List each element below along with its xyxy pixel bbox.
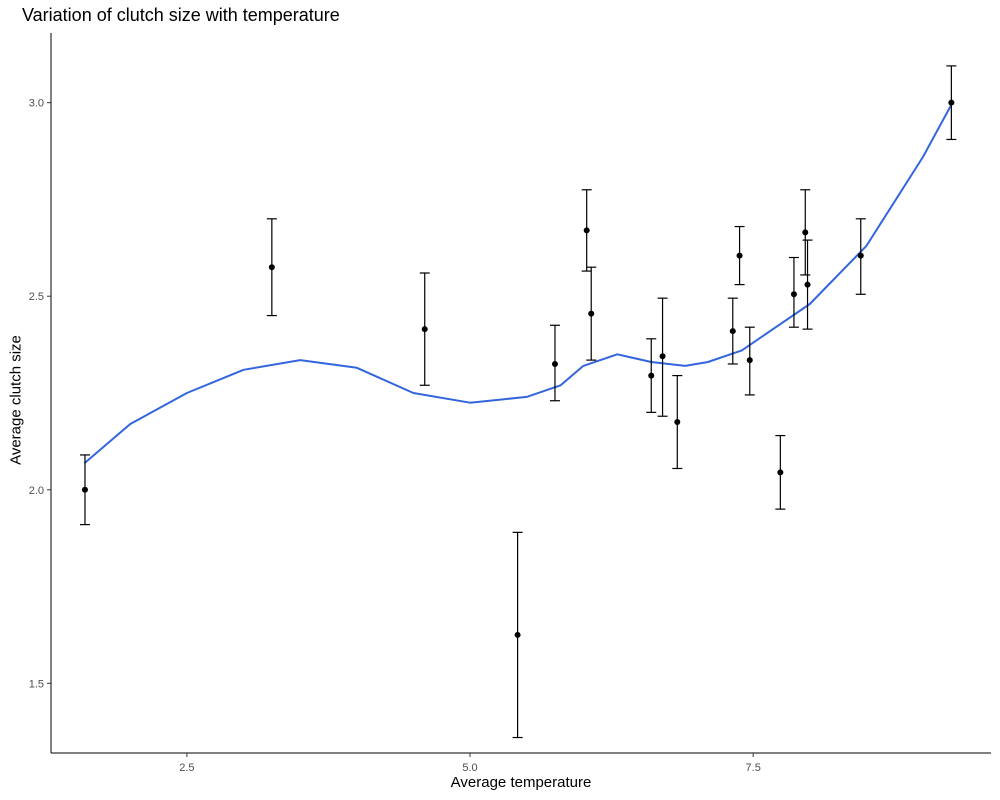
data-point bbox=[514, 631, 521, 638]
chart-title: Variation of clutch size with temperatur… bbox=[22, 5, 340, 25]
data-point bbox=[802, 229, 809, 236]
data-point bbox=[948, 99, 955, 106]
y-tick-label: 3.0 bbox=[29, 98, 44, 110]
data-point bbox=[736, 252, 743, 259]
data-point bbox=[729, 328, 736, 335]
points-layer bbox=[81, 99, 955, 638]
data-point bbox=[648, 372, 655, 379]
data-point bbox=[746, 357, 753, 364]
data-point bbox=[674, 419, 681, 426]
data-point bbox=[81, 486, 88, 493]
data-point bbox=[804, 281, 811, 288]
data-point bbox=[583, 227, 590, 234]
axes-layer: 2.5 5.0 7.5 1.5 2.0 2.5 3.0 bbox=[29, 33, 991, 774]
data-point bbox=[659, 353, 666, 360]
data-point bbox=[551, 360, 558, 367]
x-tick-label: 5.0 bbox=[462, 762, 477, 774]
y-tick-label: 1.5 bbox=[29, 678, 44, 690]
x-axis-label: Average temperature bbox=[450, 774, 592, 791]
y-tick-label: 2.5 bbox=[29, 291, 44, 303]
x-tick-label: 2.5 bbox=[179, 762, 194, 774]
data-point bbox=[268, 264, 275, 271]
data-point bbox=[588, 310, 595, 317]
smooth-trend-line bbox=[84, 103, 953, 464]
x-tick-label: 7.5 bbox=[746, 762, 761, 774]
data-point bbox=[777, 469, 784, 476]
y-tick-label: 2.0 bbox=[29, 485, 44, 497]
data-point bbox=[790, 291, 797, 298]
data-point bbox=[421, 326, 428, 333]
y-axis-label: Average clutch size bbox=[7, 335, 25, 465]
data-point bbox=[857, 252, 864, 259]
smooth-line-layer bbox=[84, 103, 953, 464]
